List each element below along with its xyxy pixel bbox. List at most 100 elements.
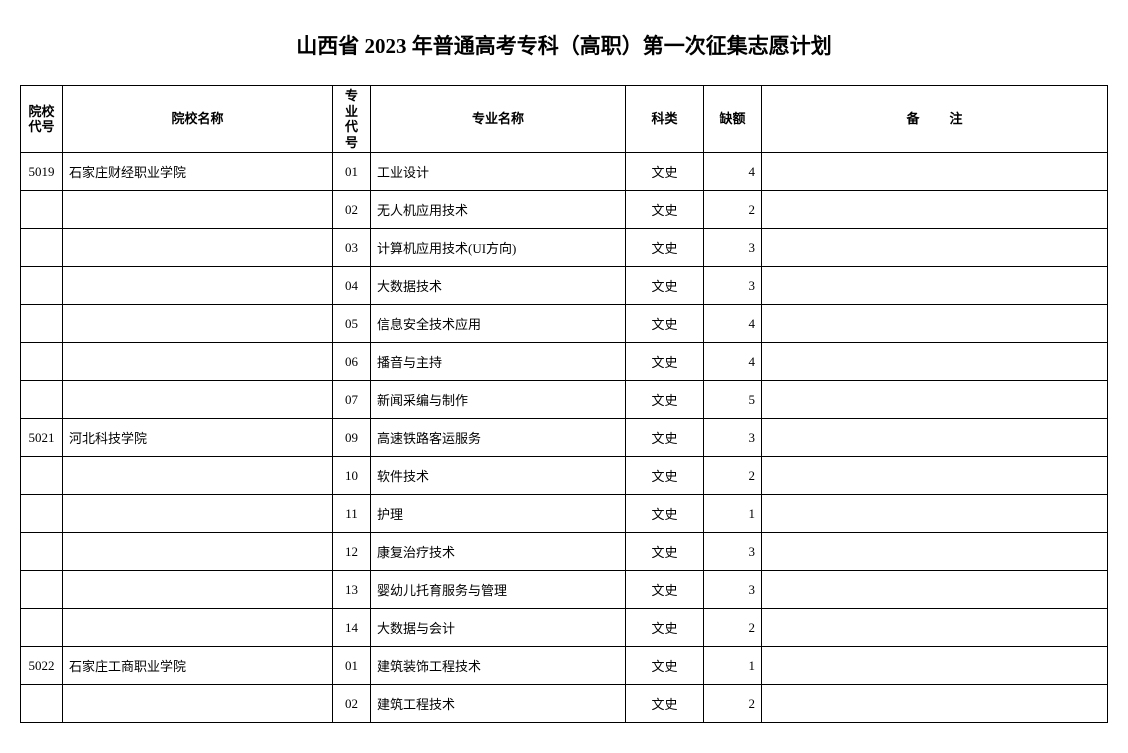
cell-category: 文史 [626, 571, 704, 609]
cell-school-code [21, 495, 63, 533]
cell-major-code: 12 [333, 533, 371, 571]
cell-remark [762, 229, 1108, 267]
cell-school-code [21, 305, 63, 343]
cell-major-code: 11 [333, 495, 371, 533]
header-major-name: 专业名称 [371, 86, 626, 153]
cell-remark [762, 343, 1108, 381]
cell-major-name: 建筑工程技术 [371, 685, 626, 723]
cell-school-code: 5022 [21, 647, 63, 685]
cell-school-name: 石家庄工商职业学院 [63, 647, 333, 685]
cell-vacancy: 5 [704, 381, 762, 419]
cell-remark [762, 191, 1108, 229]
cell-major-name: 信息安全技术应用 [371, 305, 626, 343]
cell-major-name: 康复治疗技术 [371, 533, 626, 571]
page-title: 山西省 2023 年普通高考专科（高职）第一次征集志愿计划 [20, 30, 1108, 60]
cell-school-name [63, 495, 333, 533]
cell-school-code [21, 685, 63, 723]
table-row: 10软件技术文史2 [21, 457, 1108, 495]
cell-major-code: 01 [333, 153, 371, 191]
table-row: 5019石家庄财经职业学院01工业设计文史4 [21, 153, 1108, 191]
table-row: 05信息安全技术应用文史4 [21, 305, 1108, 343]
header-remark: 备注 [762, 86, 1108, 153]
cell-vacancy: 2 [704, 685, 762, 723]
cell-school-code [21, 457, 63, 495]
table-row: 11护理文史1 [21, 495, 1108, 533]
cell-school-name [63, 685, 333, 723]
cell-vacancy: 4 [704, 343, 762, 381]
cell-school-name [63, 191, 333, 229]
cell-major-name: 软件技术 [371, 457, 626, 495]
cell-category: 文史 [626, 229, 704, 267]
cell-category: 文史 [626, 343, 704, 381]
cell-major-code: 05 [333, 305, 371, 343]
cell-school-code [21, 571, 63, 609]
header-major-code: 专业代号 [333, 86, 371, 153]
table-row: 12康复治疗技术文史3 [21, 533, 1108, 571]
cell-major-name: 工业设计 [371, 153, 626, 191]
cell-remark [762, 571, 1108, 609]
cell-remark [762, 685, 1108, 723]
cell-major-code: 13 [333, 571, 371, 609]
cell-category: 文史 [626, 305, 704, 343]
cell-school-name [63, 229, 333, 267]
cell-major-code: 03 [333, 229, 371, 267]
header-category: 科类 [626, 86, 704, 153]
cell-major-code: 02 [333, 191, 371, 229]
cell-school-code [21, 343, 63, 381]
cell-remark [762, 381, 1108, 419]
cell-major-code: 09 [333, 419, 371, 457]
cell-remark [762, 153, 1108, 191]
header-vacancy: 缺额 [704, 86, 762, 153]
cell-school-code: 5019 [21, 153, 63, 191]
cell-major-code: 02 [333, 685, 371, 723]
cell-category: 文史 [626, 457, 704, 495]
cell-vacancy: 4 [704, 305, 762, 343]
cell-major-code: 04 [333, 267, 371, 305]
cell-vacancy: 3 [704, 229, 762, 267]
table-row: 04大数据技术文史3 [21, 267, 1108, 305]
cell-remark [762, 419, 1108, 457]
cell-school-name [63, 457, 333, 495]
cell-major-name: 计算机应用技术(UI方向) [371, 229, 626, 267]
cell-major-code: 14 [333, 609, 371, 647]
cell-school-name: 河北科技学院 [63, 419, 333, 457]
cell-vacancy: 3 [704, 419, 762, 457]
table-row: 14大数据与会计文史2 [21, 609, 1108, 647]
cell-school-code [21, 229, 63, 267]
cell-major-name: 婴幼儿托育服务与管理 [371, 571, 626, 609]
cell-category: 文史 [626, 191, 704, 229]
cell-school-code [21, 533, 63, 571]
cell-category: 文史 [626, 533, 704, 571]
cell-school-name [63, 267, 333, 305]
table-header-row: 院校代号 院校名称 专业代号 专业名称 科类 缺额 备注 [21, 86, 1108, 153]
cell-remark [762, 609, 1108, 647]
cell-school-code [21, 381, 63, 419]
cell-school-name [63, 381, 333, 419]
cell-remark [762, 305, 1108, 343]
cell-vacancy: 1 [704, 647, 762, 685]
cell-category: 文史 [626, 609, 704, 647]
cell-category: 文史 [626, 153, 704, 191]
cell-school-name [63, 305, 333, 343]
cell-category: 文史 [626, 685, 704, 723]
table-row: 02建筑工程技术文史2 [21, 685, 1108, 723]
cell-major-code: 07 [333, 381, 371, 419]
cell-school-code [21, 191, 63, 229]
cell-vacancy: 4 [704, 153, 762, 191]
cell-major-name: 播音与主持 [371, 343, 626, 381]
cell-vacancy: 3 [704, 533, 762, 571]
table-row: 5022石家庄工商职业学院01建筑装饰工程技术文史1 [21, 647, 1108, 685]
cell-major-name: 护理 [371, 495, 626, 533]
cell-major-code: 01 [333, 647, 371, 685]
table-row: 02无人机应用技术文史2 [21, 191, 1108, 229]
cell-remark [762, 457, 1108, 495]
cell-vacancy: 3 [704, 267, 762, 305]
cell-category: 文史 [626, 267, 704, 305]
cell-major-code: 10 [333, 457, 371, 495]
cell-vacancy: 1 [704, 495, 762, 533]
cell-category: 文史 [626, 647, 704, 685]
cell-major-name: 新闻采编与制作 [371, 381, 626, 419]
cell-vacancy: 2 [704, 457, 762, 495]
header-school-code: 院校代号 [21, 86, 63, 153]
cell-major-name: 大数据与会计 [371, 609, 626, 647]
